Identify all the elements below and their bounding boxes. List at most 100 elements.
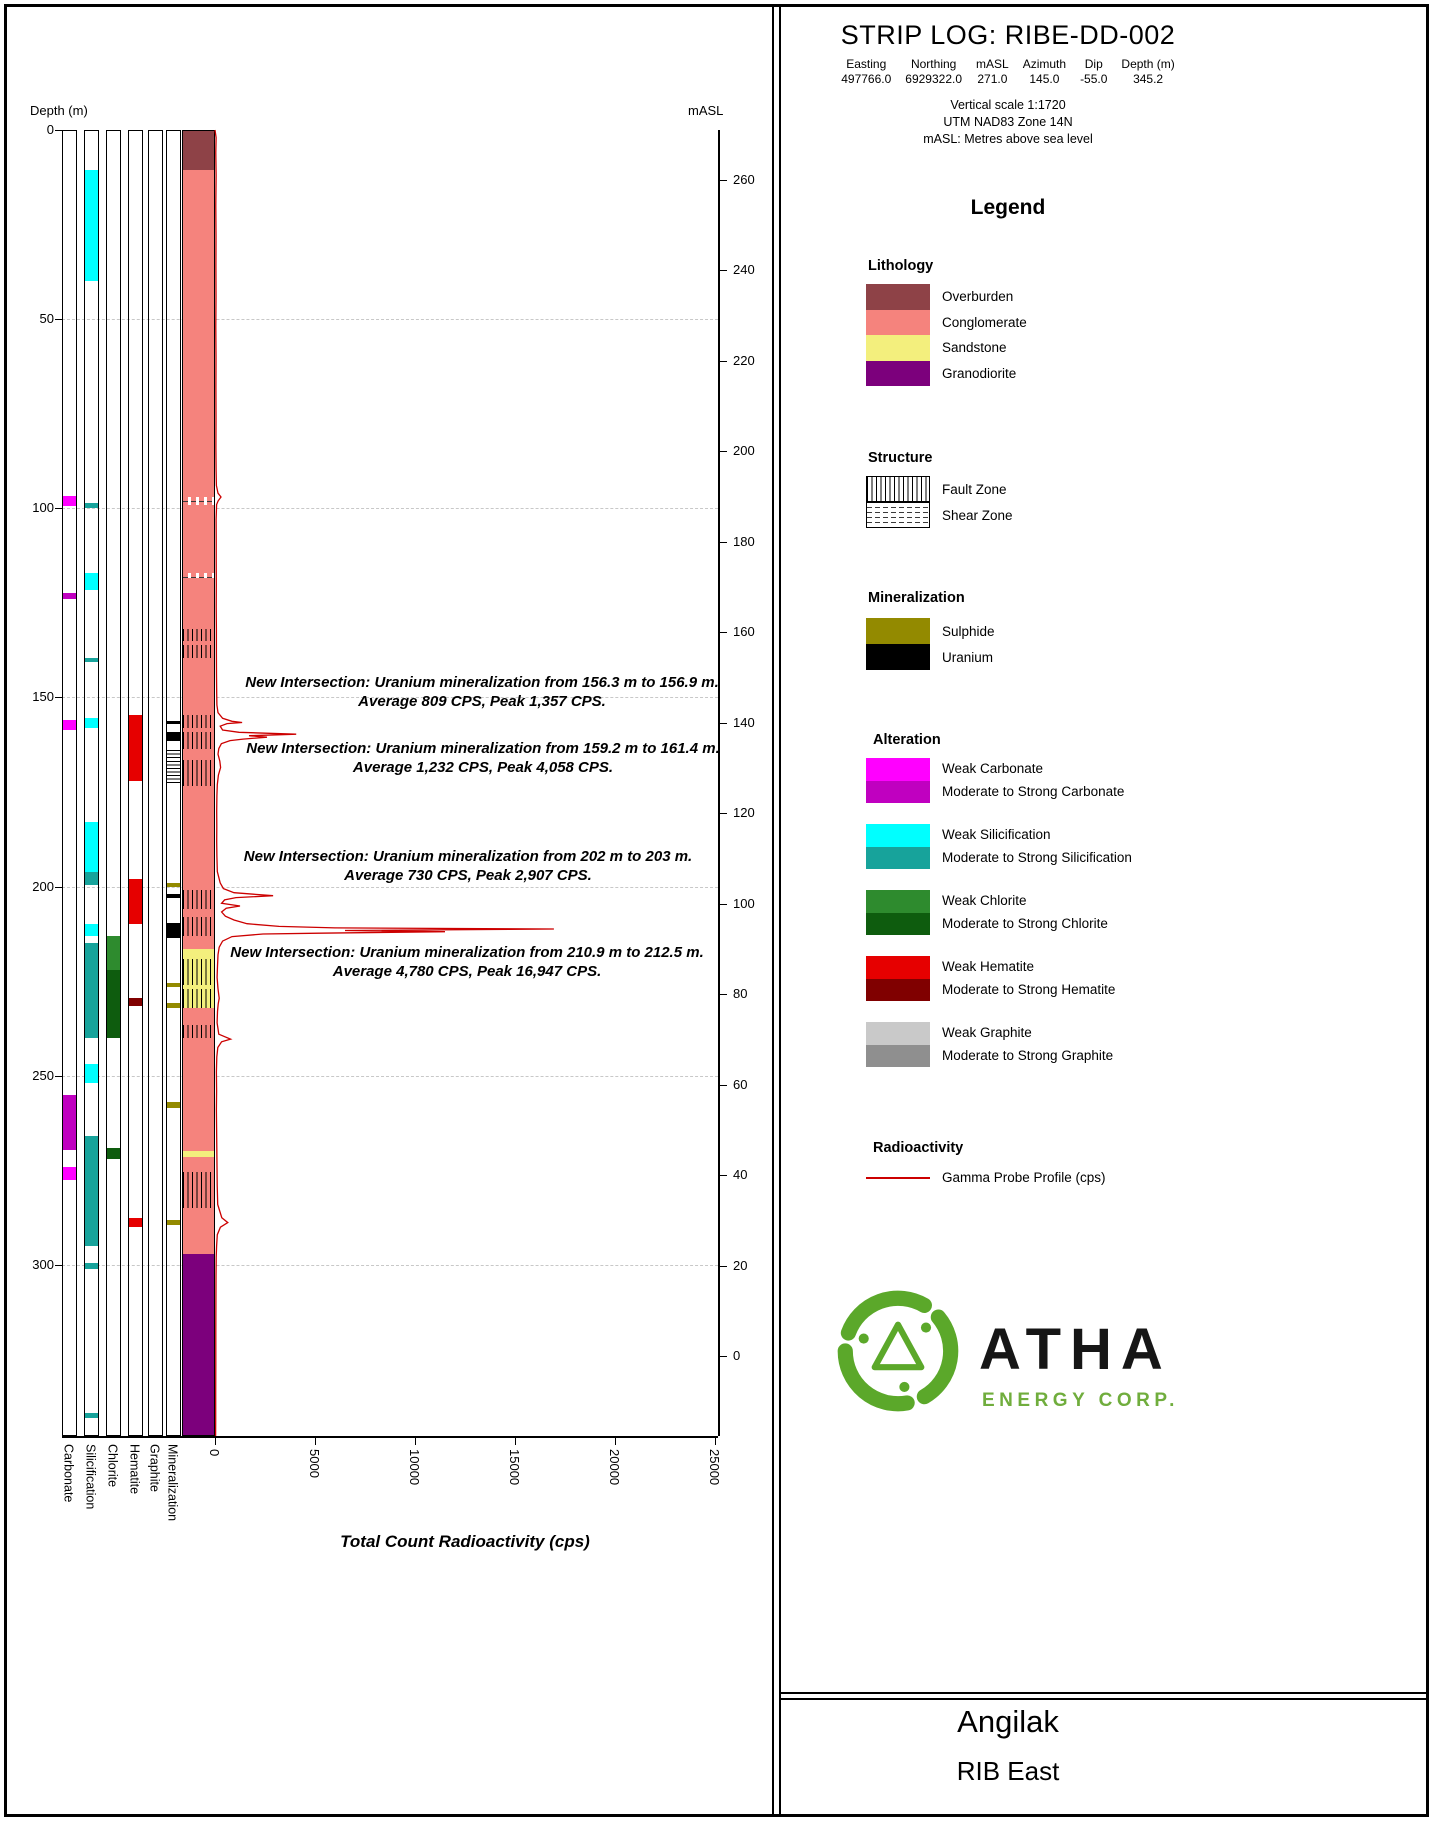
structure-shear <box>183 496 214 505</box>
track-interval-sulphide <box>167 1102 180 1108</box>
shear-zone-label: Shear Zone <box>942 507 1013 523</box>
lithology-box <box>182 130 215 1436</box>
cps-tick <box>315 1436 316 1445</box>
track-label: Carbonate <box>61 1444 76 1503</box>
masl-tick-label: 60 <box>733 1076 748 1092</box>
cps-tick <box>615 1436 616 1445</box>
legend-pair-weak-carbonate: Weak Carbonate Moderate to Strong Carbona… <box>866 758 1132 803</box>
legend-item-sandstone: Sandstone <box>866 335 1027 361</box>
depth-tick-label: 300 <box>32 1256 54 1272</box>
masl-tick <box>718 1084 727 1086</box>
weak-carbonate-swatches <box>866 758 930 803</box>
track-label: Hematite <box>127 1444 142 1495</box>
structure-legend-items: Fault Zone Shear Zone <box>866 476 1013 528</box>
uranium-label: Uranium <box>942 649 994 665</box>
masl-tick <box>718 451 727 453</box>
track-interval-uranium <box>167 894 180 898</box>
track-interval-weak_silicification <box>85 822 98 872</box>
sulphide-swatch <box>866 618 930 644</box>
legend-section-radioactivity: Radioactivity <box>873 1140 964 1156</box>
depth-axis-label: Depth (m) <box>30 103 88 118</box>
scale-line-2: UTM NAD83 Zone 14N <box>943 115 1073 129</box>
cps-tick-label: 10000 <box>407 1449 422 1486</box>
track-interval-weak_chlorite <box>107 935 120 970</box>
radioactivity-legend-items: Gamma Probe Profile (cps) <box>866 1164 1106 1190</box>
fault-zone-label: Fault Zone <box>942 481 1007 497</box>
footer-divider <box>779 1692 1429 1700</box>
track-interval-weak_silicification <box>85 718 98 728</box>
track-interval-strong_silicification <box>85 871 98 885</box>
structure-shear <box>183 572 214 579</box>
meta-northing: Northing 6929322.0 <box>905 57 962 87</box>
conglomerate-swatch <box>866 309 930 335</box>
scale-line-1: Vertical scale 1:1720 <box>950 98 1066 112</box>
annotation-2: New Intersection: Uranium mineralization… <box>246 740 720 776</box>
structure-fault <box>183 916 214 936</box>
overburden-swatch <box>866 284 930 310</box>
track-interval-strong_hematite <box>129 998 142 1006</box>
weak-graphite-labels: Weak Graphite Moderate to Strong Graphite <box>942 1025 1114 1063</box>
track-label: Silicification <box>83 1444 98 1510</box>
depth-tick <box>55 1075 62 1077</box>
track-box-chlorite <box>106 130 121 1436</box>
depth-tick-label: 100 <box>32 500 54 516</box>
masl-tick <box>718 179 727 181</box>
structure-fault <box>183 1172 214 1209</box>
masl-tick <box>718 1265 727 1267</box>
cps-tick-label: 0 <box>207 1449 222 1457</box>
structure-fault <box>183 714 214 728</box>
annotation-4: New Intersection: Uranium mineralization… <box>230 944 704 980</box>
legend-item-shear-zone: Shear Zone <box>866 502 1013 528</box>
track-interval-weak_silicification <box>85 1064 98 1084</box>
track-interval-strong_chlorite <box>107 1147 120 1160</box>
masl-axis-label: mASL <box>688 103 724 118</box>
track-interval-weak_carbonate <box>63 1166 76 1180</box>
meta-header: Depth (m) <box>1121 57 1175 71</box>
cps-tick <box>515 1436 516 1445</box>
track-box-silicification <box>84 130 99 1436</box>
legend-section-mineralization: Mineralization <box>868 590 965 606</box>
masl-tick <box>718 270 727 272</box>
lith-sandstone <box>183 1151 214 1158</box>
legend-pair-weak-silicification: Weak Silicification Moderate to Strong Si… <box>866 824 1132 869</box>
track-interval-strong_silicification <box>85 1263 98 1269</box>
atha-logo-icon <box>827 1280 972 1425</box>
cps-axis-line <box>62 1436 718 1438</box>
cps-tick-label: 15000 <box>507 1449 522 1486</box>
project-name: Angilak <box>957 1704 1059 1739</box>
track-interval-strong_silicification <box>85 502 98 509</box>
depth-tick <box>55 508 62 510</box>
overburden-label: Overburden <box>942 289 1014 305</box>
track-interval-weak_silicification <box>85 924 98 936</box>
masl-tick <box>718 994 727 996</box>
cps-tick <box>715 1436 716 1445</box>
track-interval-sulphide <box>167 1219 180 1226</box>
brand-subtitle: ENERGY CORP. <box>982 1390 1179 1411</box>
structure-fault <box>183 629 214 641</box>
lith-conglomerate <box>183 169 214 950</box>
masl-tick-label: 140 <box>733 714 755 730</box>
gamma-probe-profile-cps-swatch <box>866 1164 930 1190</box>
track-interval-strong_chlorite <box>107 969 120 1038</box>
meta-masl: mASL 271.0 <box>976 57 1009 87</box>
info-panel: STRIP LOG: RIBE-DD-002 Easting 497766.0 No… <box>783 0 1233 1821</box>
masl-tick-label: 80 <box>733 986 748 1002</box>
meta-value: -55.0 <box>1080 72 1108 86</box>
meta-value: 497766.0 <box>841 72 892 86</box>
track-interval-strong_silicification <box>85 657 98 662</box>
masl-axis-line <box>718 130 720 1436</box>
masl-tick-label: 200 <box>733 443 755 459</box>
masl-tick-label: 220 <box>733 352 755 368</box>
masl-tick-label: 0 <box>733 1348 741 1364</box>
structure-fault <box>183 958 214 985</box>
sandstone-label: Sandstone <box>942 340 1007 356</box>
depth-tick-label: 150 <box>32 689 54 705</box>
weak-chlorite-labels: Weak Chlorite Moderate to Strong Chlorite <box>942 893 1108 931</box>
legend-item-sulphide: Sulphide <box>866 618 995 644</box>
meta-depth-m: Depth (m) 345.2 <box>1121 57 1174 87</box>
masl-tick-label: 240 <box>733 262 755 278</box>
gamma-probe-profile-cps-label: Gamma Probe Profile (cps) <box>942 1169 1106 1185</box>
legend-item-gamma-probe-profile-cps: Gamma Probe Profile (cps) <box>866 1164 1106 1190</box>
track-interval-strong_silicification <box>85 1136 98 1247</box>
depth-tick-label: 200 <box>32 878 54 894</box>
